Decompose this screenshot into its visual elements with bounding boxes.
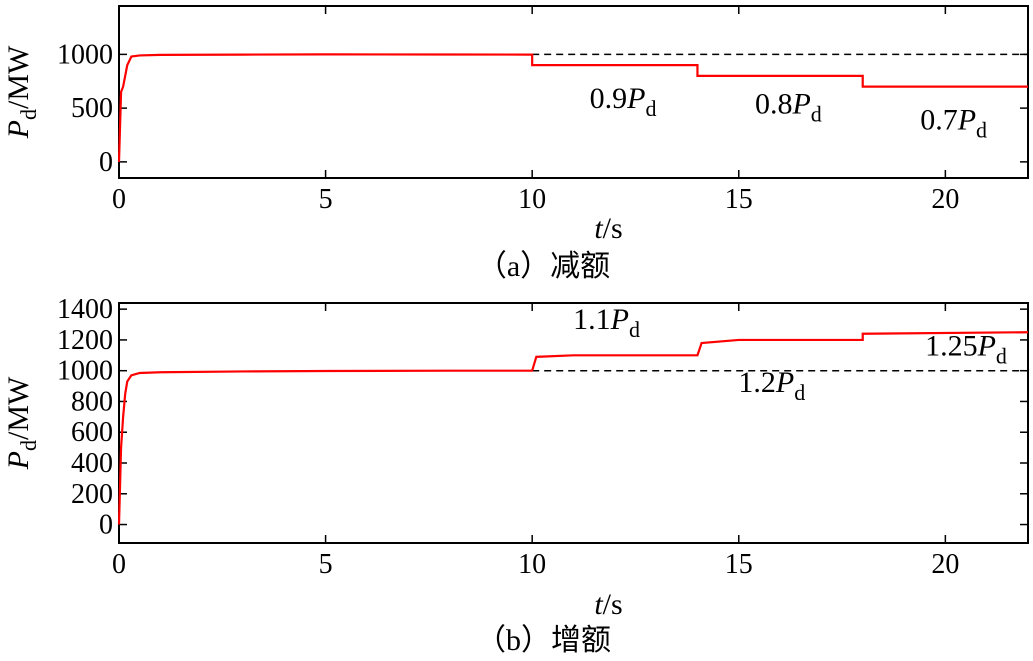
annotation-label: 0.9Pd (590, 82, 657, 121)
x-tick-label: 5 (319, 184, 333, 215)
panel-caption: （a）减额 (477, 250, 610, 283)
y-tick-label: 800 (71, 386, 113, 417)
annotation-label: 1.1Pd (573, 303, 640, 342)
x-tick-label: 15 (725, 184, 753, 215)
y-tick-label: 0 (99, 510, 113, 541)
y-tick-label: 1400 (57, 294, 113, 325)
annotation-label: 1.25Pd (925, 329, 1007, 368)
chart-panel-a: 0 5 10 15 20 0 500 1000 0.9Pd 0.8Pd 0.7Pd t/s Pd/MW （… (2, 5, 1029, 283)
x-tick-label: 10 (518, 184, 546, 215)
x-axis-label: t/s (594, 588, 622, 621)
x-axis-label: t/s (594, 212, 622, 245)
y-tick-label: 1000 (57, 39, 113, 70)
annotation-label: 0.7Pd (920, 104, 987, 143)
x-tick-label: 10 (518, 549, 546, 580)
annotation-label: 1.2Pd (738, 366, 805, 405)
y-tick-label: 600 (71, 417, 113, 448)
y-tick-label: 400 (71, 448, 113, 479)
plot-frame (118, 5, 1029, 179)
y-axis-label: Pd/MW (2, 45, 41, 139)
x-tick-label: 20 (931, 184, 959, 215)
x-tick-label: 15 (725, 549, 753, 580)
y-axis-label: Pd/MW (2, 376, 41, 470)
y-tick-label: 1000 (57, 356, 113, 387)
series-line (117, 53, 1028, 162)
plot-frame (118, 302, 1029, 544)
x-tick-label: 0 (112, 549, 126, 580)
x-tick-label: 5 (319, 549, 333, 580)
series-line (117, 331, 1029, 525)
y-tick-label: 0 (99, 147, 113, 178)
y-tick-label: 500 (71, 93, 113, 124)
x-tick-label: 20 (931, 549, 959, 580)
panel-caption: （b）增额 (476, 624, 611, 657)
annotation-label: 0.8Pd (755, 88, 822, 127)
x-tick-label: 0 (112, 184, 126, 215)
y-tick-label: 200 (71, 479, 113, 510)
y-tick-label: 1200 (57, 325, 113, 356)
